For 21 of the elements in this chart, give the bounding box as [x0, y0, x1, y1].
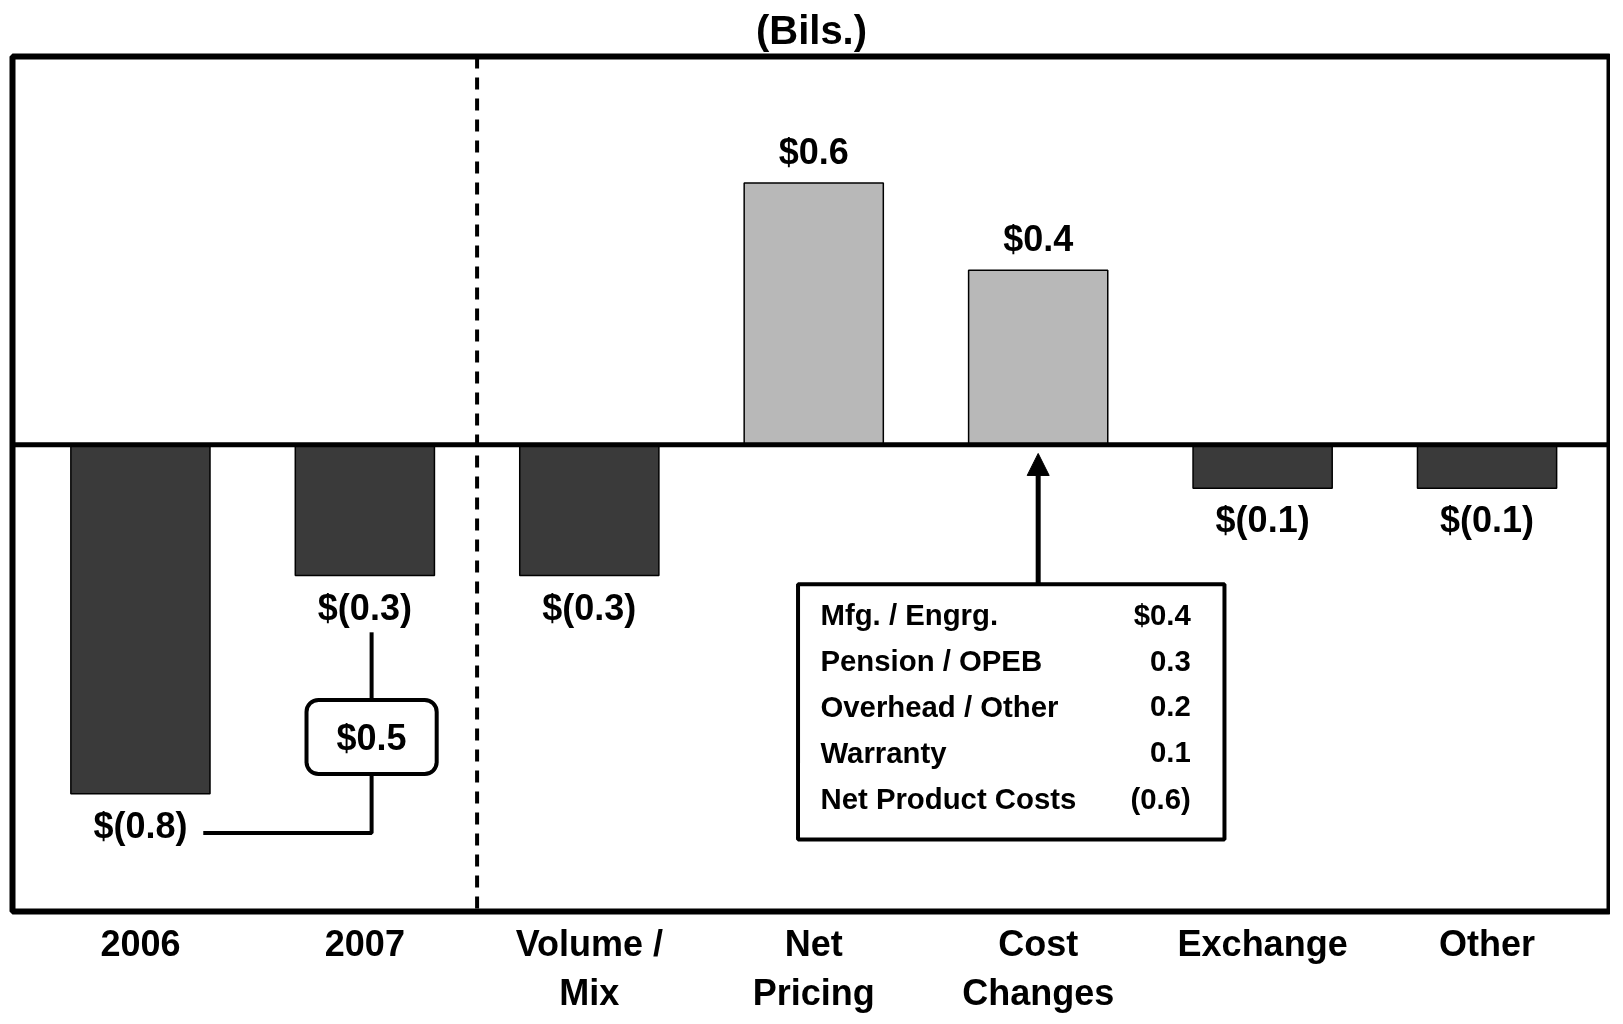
data-label: $(0.3)	[317, 586, 412, 628]
x-tick-label: Volume / Mix	[515, 922, 663, 1013]
x-tick-label: 2006	[100, 922, 181, 964]
text: Warranty 0.1	[820, 735, 1191, 769]
data-label: $(0.1)	[1215, 499, 1310, 541]
data-label: $(0.1)	[1440, 499, 1535, 541]
text: Mfg. / Engrg. $0.4	[820, 598, 1191, 632]
x-tick-label: Exchange	[1177, 922, 1348, 964]
x-tick-label: 2007	[324, 922, 405, 964]
data-label: $0.6	[778, 131, 849, 173]
x-tick-label: Other	[1439, 922, 1536, 964]
data-label: $0.4	[1003, 218, 1074, 260]
x-tick-label: Cost Changes	[962, 922, 1115, 1013]
data-label: $(0.8)	[93, 804, 188, 846]
data-label: $(0.3)	[542, 586, 637, 628]
text: Overhead / Other 0.2	[820, 689, 1191, 723]
text: Pension / OPEB 0.3	[820, 643, 1191, 678]
annotation: $0.5	[336, 716, 407, 758]
x-tick-label: Net Pricing	[752, 922, 875, 1013]
text: Net Product Costs (0.6)	[820, 781, 1191, 815]
chart-title: (Bils.)	[755, 7, 868, 52]
